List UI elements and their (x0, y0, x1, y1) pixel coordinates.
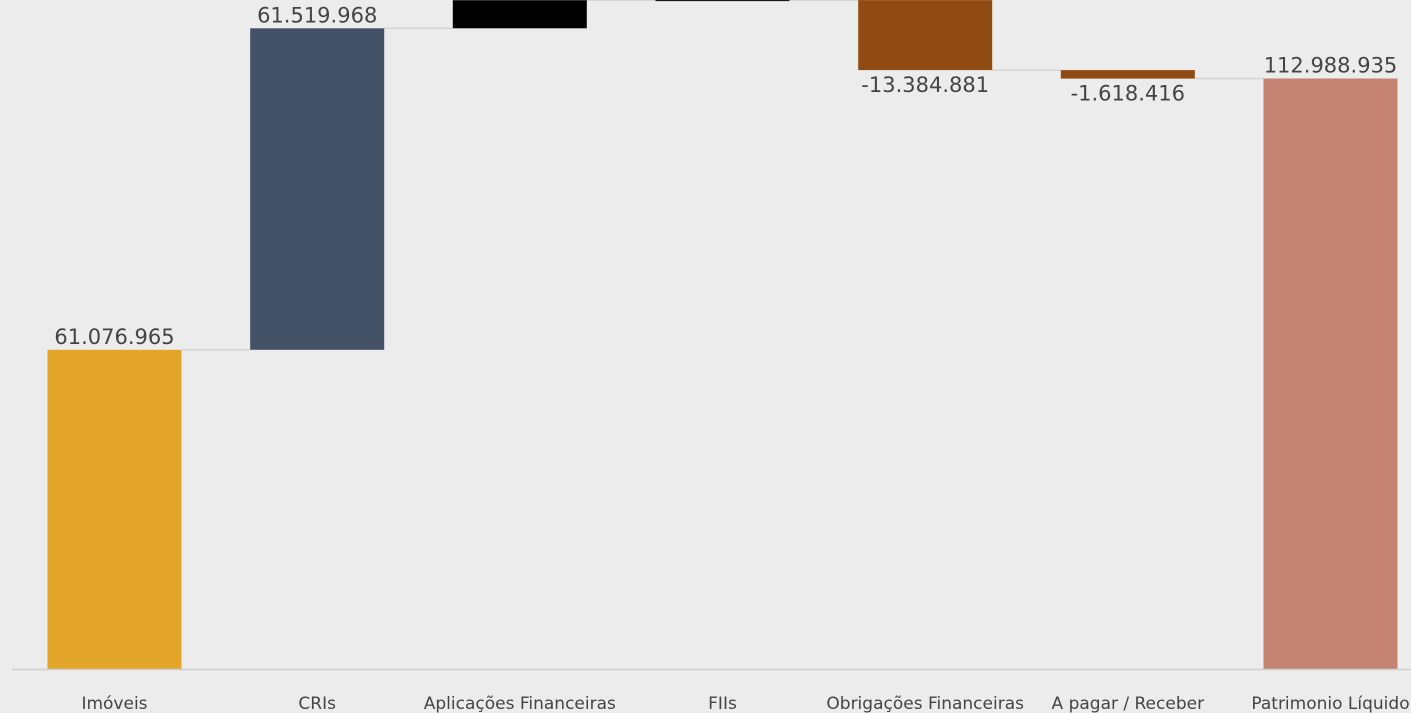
value-labels: 61.076.96561.519.9685.378.23517.064-13.3… (54, 3, 1398, 349)
bar-2 (452, 0, 587, 29)
bars (47, 0, 1398, 669)
connector-lines (181, 0, 1264, 351)
category-label-1: CRIs (298, 694, 336, 713)
value-label-1: 61.519.968 (257, 3, 377, 27)
category-label-5: A pagar / Receber (1052, 694, 1205, 713)
category-label-3: FIIs (708, 694, 737, 713)
bar-6 (1263, 78, 1398, 669)
value-label-6: 112.988.935 (1264, 54, 1398, 78)
category-label-4: Obrigações Financeiras (826, 694, 1024, 713)
bar-5 (1060, 70, 1195, 79)
category-label-0: Imóveis (81, 694, 147, 713)
bar-1 (250, 28, 385, 350)
bar-0 (47, 349, 182, 669)
value-label-4: -13.384.881 (861, 73, 989, 97)
category-labels: Imóveis CRIs Aplicações Financeiras FIIs Obr… (81, 694, 1409, 713)
value-label-0: 61.076.965 (54, 325, 174, 349)
category-label-2: Aplicações Financeiras (424, 694, 616, 713)
bar-4 (858, 0, 993, 71)
category-label-6: Patrimonio Líquido (1251, 694, 1409, 713)
bar-3 (655, 0, 790, 2)
value-label-5: -1.618.416 (1071, 82, 1185, 106)
